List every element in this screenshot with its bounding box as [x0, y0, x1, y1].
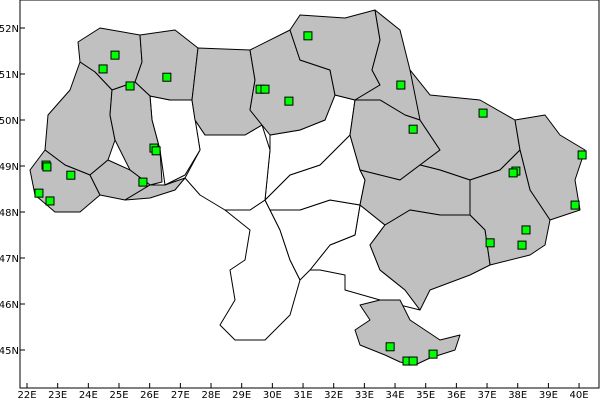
station-marker[interactable] — [508, 168, 518, 178]
x-tick-label: 37E — [478, 390, 497, 400]
axes: 22E 23E 24E 25E 26E 27E 28E 29E 30E 31E 32E 33E 34E 3… — [0, 24, 589, 400]
station-marker[interactable] — [138, 177, 148, 187]
station-marker[interactable] — [284, 96, 294, 106]
region-crimea — [354, 299, 461, 366]
station-marker[interactable] — [521, 225, 531, 235]
x-tick-label: 36E — [447, 390, 466, 400]
x-tick-label: 34E — [386, 390, 405, 400]
plot-frame — [19, 0, 600, 389]
region-chernivtsi — [124, 177, 186, 201]
y-tick-label: 45N — [0, 346, 19, 357]
y-tick-label: 46N — [0, 300, 19, 311]
region-zaporizhzhia — [369, 209, 491, 311]
x-tick-label: 32E — [324, 390, 343, 400]
x-tick-label: 28E — [201, 390, 220, 400]
station-marker[interactable] — [151, 146, 161, 156]
station-markers — [34, 31, 587, 366]
x-tick-label: 38E — [508, 390, 527, 400]
station-marker[interactable] — [408, 356, 418, 366]
station-marker[interactable] — [385, 342, 395, 352]
y-tick-label: 49N — [0, 162, 19, 173]
station-marker[interactable] — [162, 72, 172, 82]
station-marker[interactable] — [428, 349, 438, 359]
station-marker[interactable] — [110, 50, 120, 60]
x-tick-label: 35E — [416, 390, 435, 400]
x-tick-label: 29E — [232, 390, 251, 400]
y-tick-label: 48N — [0, 208, 19, 219]
station-marker[interactable] — [478, 108, 488, 118]
x-tick-label: 26E — [140, 390, 159, 400]
station-marker[interactable] — [396, 80, 406, 90]
y-tick-label: 47N — [0, 254, 19, 265]
region-kharkiv — [409, 69, 521, 181]
station-marker[interactable] — [98, 64, 108, 74]
regions — [29, 9, 586, 366]
y-tick-label: 50N — [0, 116, 19, 127]
station-marker[interactable] — [125, 81, 135, 91]
station-marker[interactable] — [303, 31, 313, 41]
region-rivne — [134, 29, 199, 101]
station-marker[interactable] — [517, 240, 527, 250]
x-tick-label: 30E — [263, 390, 282, 400]
station-marker[interactable] — [45, 196, 55, 206]
x-tick-label: 31E — [294, 390, 313, 400]
station-marker[interactable] — [408, 124, 418, 134]
y-tick-label: 52N — [0, 24, 19, 35]
x-tick-label: 25E — [109, 390, 128, 400]
station-marker[interactable] — [577, 150, 587, 160]
station-marker[interactable] — [570, 200, 580, 210]
station-marker[interactable] — [42, 162, 52, 172]
x-tick-label: 33E — [355, 390, 374, 400]
x-tick-label: 40E — [570, 390, 589, 400]
x-tick-label: 39E — [539, 390, 558, 400]
x-tick-label: 23E — [48, 390, 67, 400]
station-marker[interactable] — [485, 238, 495, 248]
station-marker[interactable] — [34, 188, 44, 198]
x-tick-label: 24E — [79, 390, 98, 400]
station-marker[interactable] — [260, 84, 270, 94]
station-marker[interactable] — [66, 170, 76, 180]
x-tick-label: 22E — [17, 390, 36, 400]
x-tick-label: 27E — [171, 390, 190, 400]
y-tick-label: 51N — [0, 70, 19, 81]
region-ternopil — [109, 81, 163, 186]
